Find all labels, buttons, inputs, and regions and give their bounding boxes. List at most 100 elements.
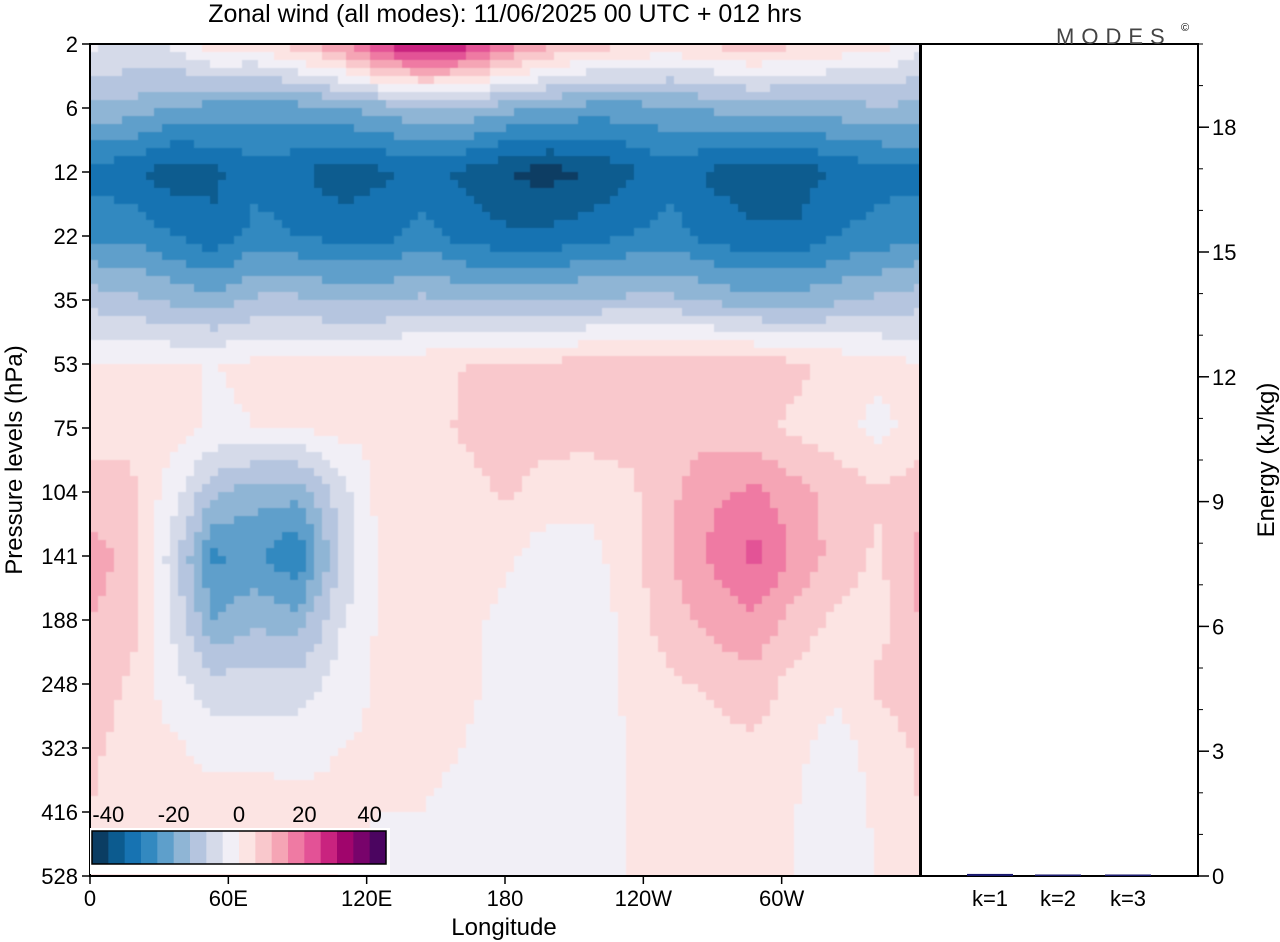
heatmap-cell: [474, 196, 483, 205]
heatmap-cell: [138, 84, 147, 93]
heatmap-cell: [538, 148, 547, 157]
heatmap-cell: [498, 180, 507, 189]
heatmap-cell: [858, 292, 867, 301]
heatmap-cell: [514, 260, 523, 269]
heatmap-cell: [250, 52, 259, 61]
heatmap-cell: [146, 276, 155, 285]
heatmap-cell: [250, 276, 259, 285]
heatmap-cell: [210, 204, 219, 213]
heatmap-cell: [554, 284, 563, 293]
heatmap-cell: [666, 84, 675, 93]
heatmap-cell: [554, 108, 563, 117]
heatmap-cell: [706, 84, 715, 93]
heatmap-cell: [402, 196, 411, 205]
heatmap-cell: [586, 164, 595, 173]
heatmap-cell: [546, 132, 555, 141]
heatmap-cell: [482, 388, 491, 397]
heatmap-cell: [130, 364, 139, 373]
heatmap-cell: [906, 180, 915, 189]
heatmap-cell: [242, 60, 251, 69]
heatmap-cell: [818, 44, 827, 53]
heatmap-cell: [714, 116, 723, 125]
heatmap-cell: [194, 284, 203, 293]
heatmap-cell: [378, 300, 387, 309]
heatmap-cell: [418, 236, 427, 245]
heatmap-cell: [850, 220, 859, 229]
heatmap-cell: [610, 268, 619, 277]
heatmap-cell: [746, 204, 755, 213]
heatmap-cell: [306, 260, 315, 269]
heatmap-cell: [178, 380, 187, 389]
heatmap-cell: [378, 68, 387, 77]
heatmap-cell: [914, 252, 920, 261]
heatmap-cell: [666, 196, 675, 205]
heatmap-cell: [386, 388, 395, 397]
heatmap-cell: [442, 420, 451, 429]
heatmap-cell: [906, 348, 915, 357]
heatmap-cell: [90, 404, 99, 413]
heatmap-cell: [210, 84, 219, 93]
heatmap-cell: [834, 228, 843, 237]
heatmap-cell: [314, 396, 323, 405]
heatmap-cell: [674, 108, 683, 117]
heatmap-cell: [434, 324, 443, 333]
heatmap-cell: [570, 196, 579, 205]
heatmap-cell: [730, 332, 739, 341]
heatmap-cell: [266, 124, 275, 133]
heatmap-cell: [130, 332, 139, 341]
heatmap-cell: [466, 44, 475, 53]
heatmap-cell: [610, 68, 619, 77]
heatmap-cell: [602, 76, 611, 85]
heatmap-cell: [282, 60, 291, 69]
heatmap-cell: [626, 268, 635, 277]
heatmap-cell: [282, 148, 291, 157]
heatmap-cell: [122, 148, 131, 157]
heatmap-cell: [562, 308, 571, 317]
heatmap-cell: [442, 412, 451, 421]
heatmap-cell: [570, 156, 579, 165]
heatmap-cell: [706, 212, 715, 221]
heatmap-cell: [898, 284, 907, 293]
heatmap-cell: [450, 124, 459, 133]
heatmap-cell: [810, 180, 819, 189]
heatmap-cell: [514, 44, 523, 53]
heatmap-cell: [802, 204, 811, 213]
heatmap-cell: [794, 420, 803, 429]
heatmap-cell: [122, 44, 131, 53]
heatmap-cell: [602, 276, 611, 285]
heatmap-cell: [554, 388, 563, 397]
heatmap-cell: [402, 396, 411, 405]
heatmap-cell: [674, 92, 683, 101]
heatmap-cell: [362, 52, 371, 61]
heatmap-cell: [218, 412, 227, 421]
heatmap-cell: [202, 348, 211, 357]
heatmap-cell: [450, 156, 459, 165]
heatmap-cell: [146, 396, 155, 405]
heatmap-cell: [298, 420, 307, 429]
heatmap-cell: [250, 252, 259, 261]
heatmap-cell: [626, 164, 635, 173]
heatmap-cell: [210, 236, 219, 245]
heatmap-cell: [682, 116, 691, 125]
heatmap-cell: [770, 140, 779, 149]
heatmap-cell: [666, 132, 675, 141]
heatmap-cell: [314, 316, 323, 325]
heatmap-cell: [138, 132, 147, 141]
heatmap-cell: [602, 268, 611, 277]
heatmap-cell: [906, 220, 915, 229]
heatmap-cell: [242, 148, 251, 157]
heatmap-cell: [794, 412, 803, 421]
heatmap-cell: [138, 100, 147, 109]
heatmap-cell: [642, 156, 651, 165]
heatmap-cell: [162, 172, 171, 181]
heatmap-cell: [322, 404, 331, 413]
heatmap-cell: [138, 188, 147, 197]
heatmap-cell: [474, 388, 483, 397]
heatmap-cell: [834, 412, 843, 421]
heatmap-cell: [466, 284, 475, 293]
heatmap-cell: [186, 284, 195, 293]
heatmap-cell: [786, 124, 795, 133]
heatmap-cell: [474, 324, 483, 333]
heatmap-cell: [626, 172, 635, 181]
heatmap-cell: [426, 292, 435, 301]
